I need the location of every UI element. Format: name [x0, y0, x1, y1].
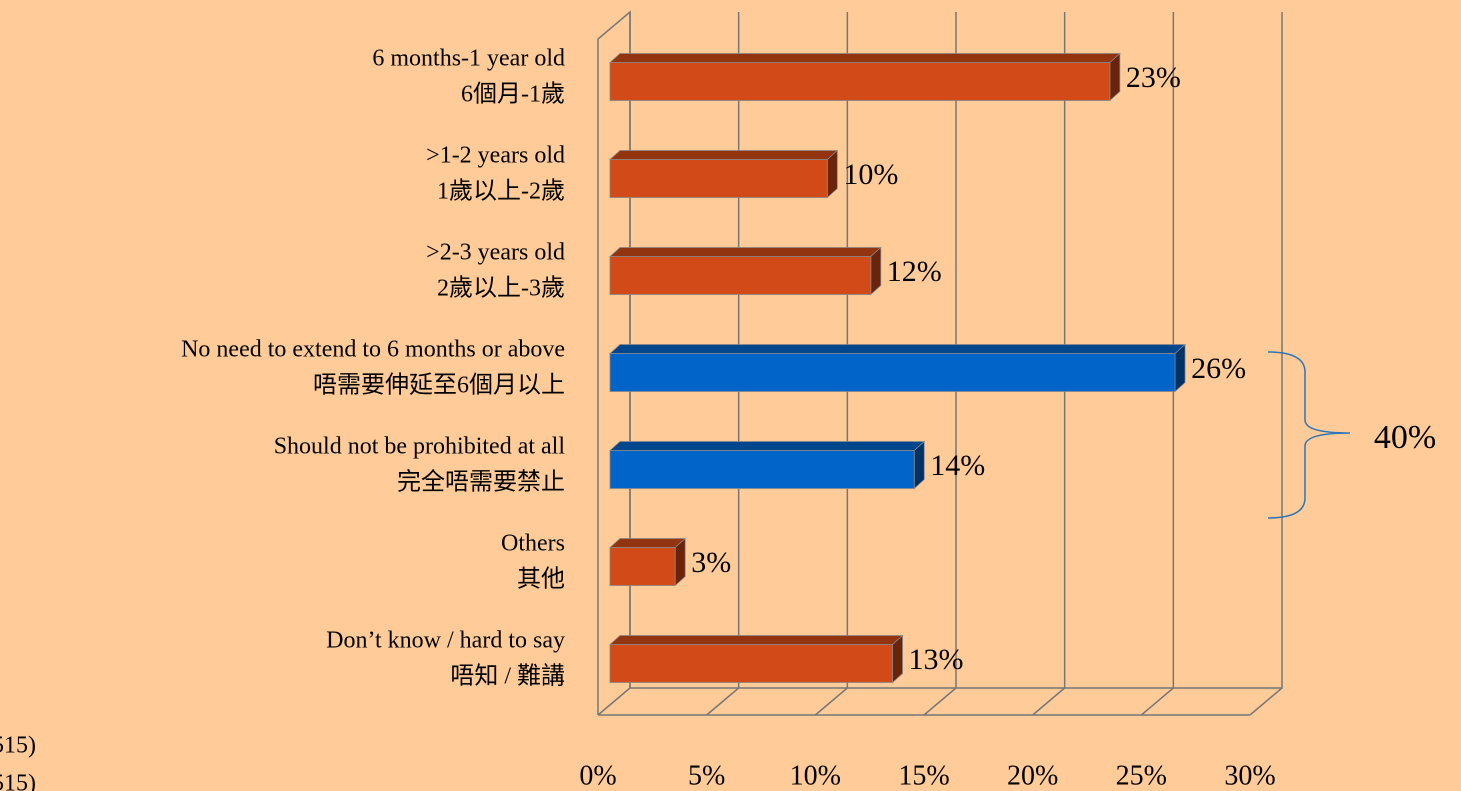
brace [1267, 351, 1351, 519]
value-label: 23% [1126, 61, 1181, 94]
bar [609, 159, 828, 198]
grid-line [1032, 12, 1066, 716]
category-label: Don’t know / hard to say [326, 628, 565, 654]
value-label: 14% [930, 449, 985, 482]
value-label: 3% [691, 546, 731, 579]
grid-line [1249, 12, 1283, 716]
category-label: 完全唔需要禁止 [397, 469, 565, 496]
footnote: 515) [0, 771, 36, 791]
category-label: Should not be prohibited at all [274, 434, 566, 460]
category-label: 其他 [517, 566, 565, 593]
value-label: 12% [887, 255, 942, 288]
value-label: 10% [843, 158, 898, 191]
x-tick-label: 5% [688, 760, 725, 791]
category-label: 唔知 / 難講 [450, 663, 565, 690]
x-tick-label: 15% [898, 760, 949, 791]
grid-line [923, 12, 957, 716]
value-label: 26% [1191, 352, 1246, 385]
category-label: 1歲以上-2歲 [437, 178, 565, 205]
value-label: 13% [909, 643, 964, 676]
bar-top [608, 247, 882, 257]
grid-line [1140, 12, 1175, 716]
category-label: 2歲以上-3歲 [437, 275, 565, 302]
annotation: 40% [1374, 419, 1436, 456]
grid-line [814, 12, 849, 716]
bar [609, 62, 1111, 101]
bar [609, 547, 676, 586]
grid-line [597, 12, 631, 716]
category-label: 6 months-1 year old [372, 46, 565, 72]
bar-top [608, 441, 926, 451]
bar-top [608, 150, 839, 160]
x-tick-label: 0% [579, 760, 616, 791]
bar-top [608, 635, 904, 645]
category-label: >2-3 years old [426, 240, 565, 266]
bar-top [608, 538, 687, 548]
category-label: Others [501, 531, 565, 557]
bar [609, 644, 893, 683]
footnote: 515) [0, 733, 36, 759]
grid-line [706, 12, 740, 716]
x-tick-label: 10% [790, 760, 841, 791]
category-label: >1-2 years old [426, 143, 565, 169]
bar-top [608, 344, 1187, 354]
category-label: 唔需要伸延至6個月以上 [313, 372, 565, 399]
x-tick-label: 25% [1116, 760, 1167, 791]
x-tick-label: 20% [1007, 760, 1058, 791]
bar [609, 353, 1176, 392]
bar [609, 256, 872, 295]
category-label: 6個月-1歲 [461, 81, 565, 108]
category-label: No need to extend to 6 months or above [181, 337, 565, 363]
bar [609, 450, 915, 489]
x-tick-label: 30% [1224, 760, 1275, 791]
bar-top [608, 53, 1121, 63]
